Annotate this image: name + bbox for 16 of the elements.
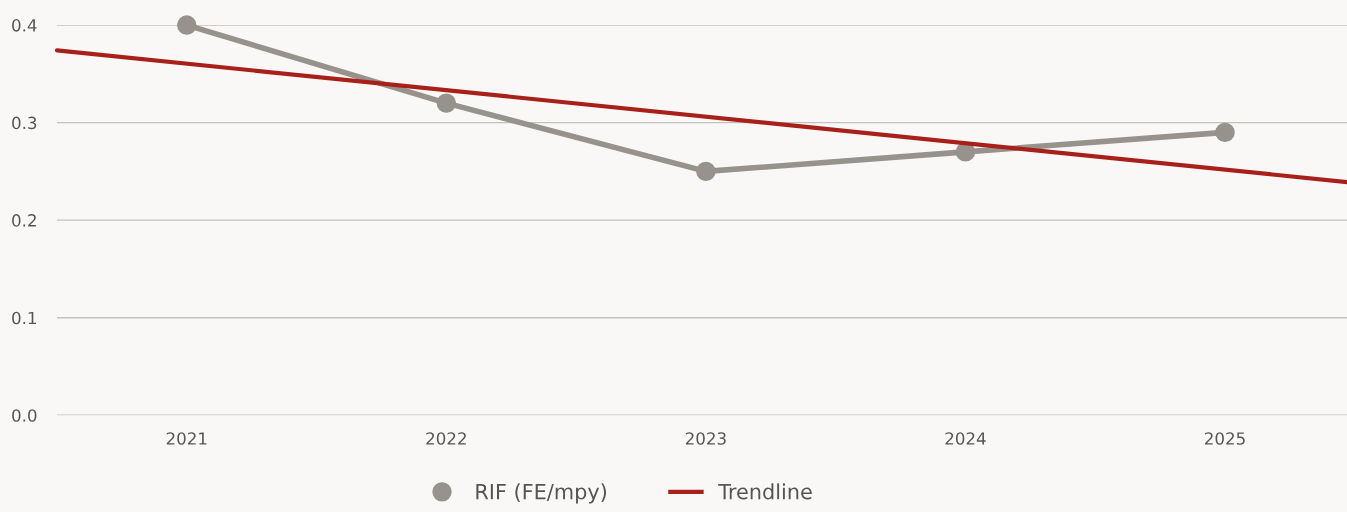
x-tick-label: 2024	[945, 432, 986, 445]
y-tick-label: 0.1	[12, 311, 36, 325]
x-tick-label: 2025	[1205, 432, 1245, 445]
x-tick-label: 2022	[426, 432, 466, 445]
point	[436, 93, 457, 113]
y-tick-label: 0.3	[12, 116, 37, 130]
x-tick-label: 2021	[166, 432, 207, 445]
y-tick-label: 0.2	[12, 214, 36, 227]
legend-label: Trendline	[718, 483, 812, 500]
y-tick-label: 0.4	[12, 19, 37, 32]
point	[696, 161, 716, 182]
y-tick-label: 0.0	[12, 409, 37, 422]
legend-label: RIF (FE/mpy)	[476, 483, 607, 504]
point	[177, 15, 197, 35]
x-tick-label: 2023	[685, 432, 726, 445]
point	[1215, 122, 1235, 143]
